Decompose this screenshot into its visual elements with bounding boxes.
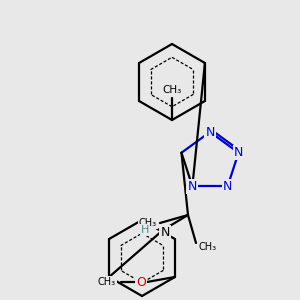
- Text: N: N: [205, 125, 215, 139]
- Text: N: N: [160, 226, 170, 239]
- Text: H: H: [141, 225, 149, 235]
- Text: CH₃: CH₃: [199, 242, 217, 252]
- Text: CH₃: CH₃: [98, 277, 116, 287]
- Text: CH₃: CH₃: [162, 85, 182, 95]
- Text: N: N: [234, 146, 243, 159]
- Text: CH₃: CH₃: [139, 218, 157, 228]
- Text: O: O: [136, 275, 146, 289]
- Text: N: N: [188, 180, 197, 193]
- Text: N: N: [223, 180, 232, 193]
